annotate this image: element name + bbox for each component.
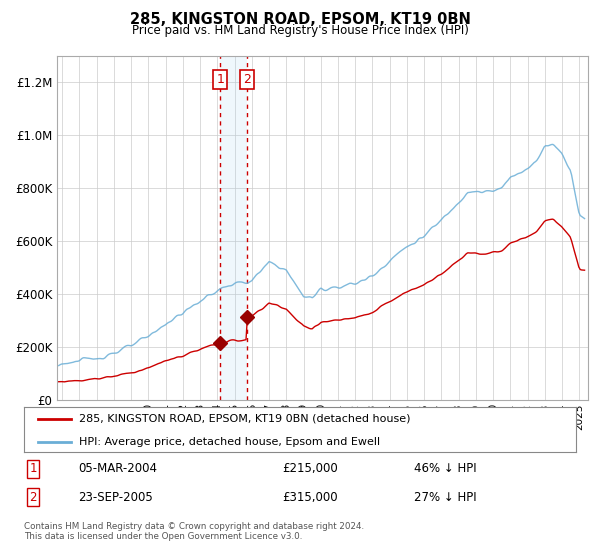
Text: 2: 2 (243, 73, 251, 86)
Text: 1: 1 (29, 462, 37, 475)
Text: 2: 2 (29, 491, 37, 504)
Text: 05-MAR-2004: 05-MAR-2004 (78, 462, 157, 475)
Text: 285, KINGSTON ROAD, EPSOM, KT19 0BN: 285, KINGSTON ROAD, EPSOM, KT19 0BN (130, 12, 470, 27)
Text: Price paid vs. HM Land Registry's House Price Index (HPI): Price paid vs. HM Land Registry's House … (131, 24, 469, 36)
Bar (220, 56, 247, 400)
Text: 46% ↓ HPI: 46% ↓ HPI (414, 462, 476, 475)
Text: 285, KINGSTON ROAD, EPSOM, KT19 0BN (detached house): 285, KINGSTON ROAD, EPSOM, KT19 0BN (det… (79, 414, 410, 424)
Text: £215,000: £215,000 (282, 462, 338, 475)
Text: Contains HM Land Registry data © Crown copyright and database right 2024.
This d: Contains HM Land Registry data © Crown c… (24, 522, 364, 542)
Text: 27% ↓ HPI: 27% ↓ HPI (414, 491, 476, 504)
Text: 1: 1 (217, 73, 224, 86)
Text: 23-SEP-2005: 23-SEP-2005 (78, 491, 153, 504)
Text: HPI: Average price, detached house, Epsom and Ewell: HPI: Average price, detached house, Epso… (79, 437, 380, 447)
Text: £315,000: £315,000 (282, 491, 338, 504)
